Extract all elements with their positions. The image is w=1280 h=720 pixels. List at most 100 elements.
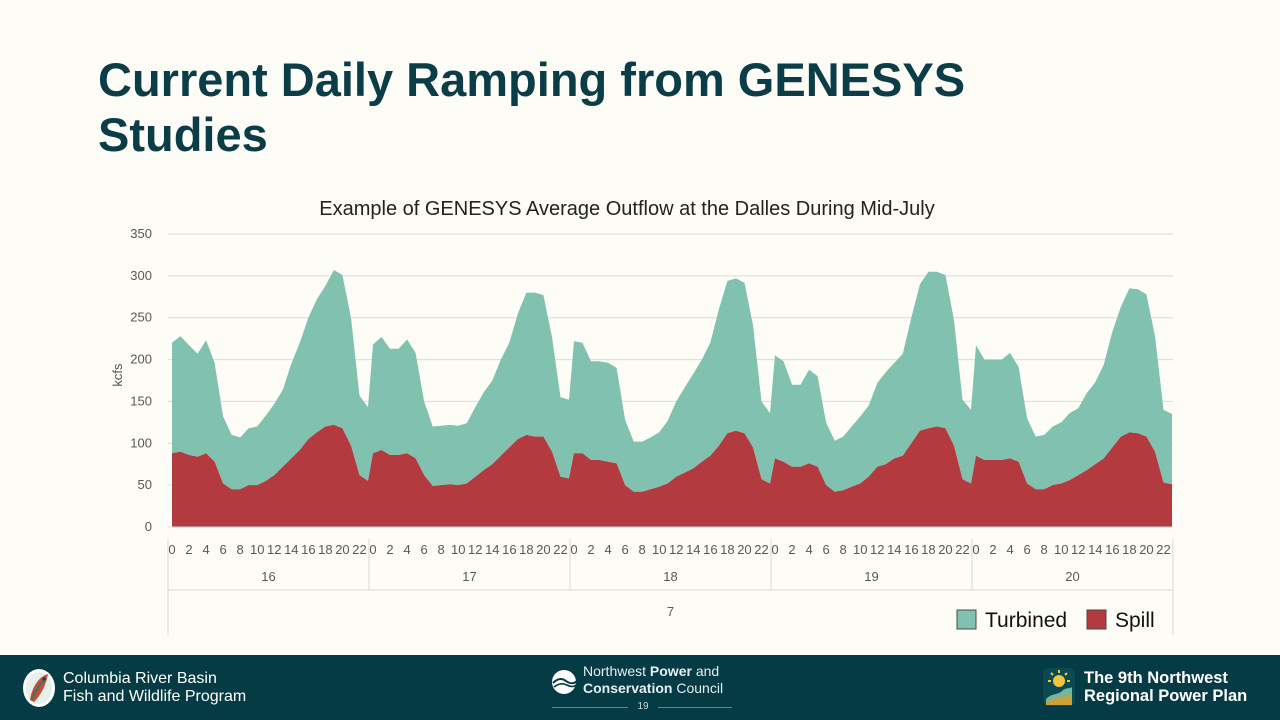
x-hour-tick-label: 20 [1139, 542, 1153, 557]
nwpcc-line2: Conservation Council [583, 680, 724, 696]
x-hour-tick-label: 0 [972, 542, 979, 557]
x-hour-tick-label: 20 [536, 542, 550, 557]
x-hour-tick-label: 14 [284, 542, 298, 557]
power-plan-brand: The 9th Northwest Regional Power Plan [1042, 667, 1272, 709]
x-hour-tick-label: 0 [771, 542, 778, 557]
x-hour-tick-label: 14 [485, 542, 499, 557]
x-hour-tick-label: 0 [369, 542, 376, 557]
x-month-label: 7 [667, 604, 674, 619]
x-hour-tick-label: 0 [570, 542, 577, 557]
chart-legend: Turbined Spill [956, 609, 1155, 632]
x-hour-tick-label: 12 [468, 542, 482, 557]
x-hour-tick-label: 10 [250, 542, 264, 557]
turbined-area [172, 270, 1172, 492]
x-hour-tick-label: 20 [335, 542, 349, 557]
x-hour-tick-label: 2 [185, 542, 192, 557]
x-hour-tick-label: 16 [502, 542, 516, 557]
x-hour-tick-label: 22 [754, 542, 768, 557]
x-hour-tick-label: 10 [451, 542, 465, 557]
salmon-fish-icon [23, 669, 55, 707]
x-hour-tick-label: 18 [318, 542, 332, 557]
x-hour-tick-label: 16 [703, 542, 717, 557]
y-tick-label: 350 [130, 226, 152, 241]
fish-program-line1: Columbia River Basin [63, 670, 217, 687]
legend-swatch-spill [1086, 609, 1107, 630]
x-hour-tick-label: 12 [669, 542, 683, 557]
x-day-label: 16 [261, 569, 275, 584]
legend-swatch-turbined [956, 609, 977, 630]
x-hour-tick-label: 12 [267, 542, 281, 557]
y-tick-label: 250 [130, 310, 152, 325]
nwpcc-line1: Northwest Power and [583, 663, 720, 679]
x-hour-tick-label: 6 [220, 542, 227, 557]
x-hour-tick-label: 14 [887, 542, 901, 557]
x-hour-tick-label: 16 [1105, 542, 1119, 557]
x-hour-tick-label: 12 [1071, 542, 1085, 557]
nwpcc-wave-icon [552, 670, 578, 694]
legend-label-spill: Spill [1115, 609, 1155, 632]
y-tick-label: 300 [130, 268, 152, 283]
power-plan-sun-icon [1043, 668, 1075, 706]
x-hour-tick-label: 18 [921, 542, 935, 557]
x-hour-tick-label: 14 [1088, 542, 1102, 557]
chart-title: Example of GENESYS Average Outflow at th… [319, 198, 934, 220]
x-hour-tick-label: 16 [301, 542, 315, 557]
x-hour-tick-label: 20 [938, 542, 952, 557]
x-hour-tick-label: 18 [720, 542, 734, 557]
x-day-label: 20 [1065, 569, 1079, 584]
nwpcc-brand: Northwest Power and Conservation Council… [550, 663, 735, 715]
x-hour-tick-label: 8 [639, 542, 646, 557]
x-hour-tick-label: 22 [955, 542, 969, 557]
x-hour-tick-label: 10 [1054, 542, 1068, 557]
x-hour-tick-label: 6 [823, 542, 830, 557]
x-hour-tick-label: 4 [604, 542, 611, 557]
x-hour-tick-label: 0 [168, 542, 175, 557]
spill-area [172, 424, 1172, 527]
x-day-label: 17 [462, 569, 476, 584]
y-tick-label: 100 [130, 435, 152, 450]
x-day-label: 19 [864, 569, 878, 584]
x-hour-tick-label: 22 [1156, 542, 1170, 557]
stacked-areas [172, 270, 1172, 527]
x-hour-tick-label: 6 [421, 542, 428, 557]
x-hour-tick-label: 10 [652, 542, 666, 557]
slide-title: Current Daily Ramping from GENESYS Studi… [98, 53, 966, 161]
y-tick-label: 200 [130, 352, 152, 367]
x-hour-tick-label: 6 [622, 542, 629, 557]
x-hour-tick-label: 2 [788, 542, 795, 557]
outflow-area-chart: Example of GENESYS Average Outflow at th… [110, 198, 1174, 635]
x-hour-tick-label: 2 [386, 542, 393, 557]
y-tick-label: 0 [145, 519, 152, 534]
x-hour-tick-label: 4 [805, 542, 812, 557]
y-tick-label: 50 [138, 477, 152, 492]
x-hour-tick-label: 8 [1041, 542, 1048, 557]
x-hour-tick-label: 16 [904, 542, 918, 557]
x-hour-tick-label: 4 [1006, 542, 1013, 557]
x-hour-tick-label: 18 [1122, 542, 1136, 557]
fish-program-line2: Fish and Wildlife Program [63, 688, 247, 705]
x-hour-tick-label: 22 [553, 542, 567, 557]
x-hour-tick-label: 2 [989, 542, 996, 557]
x-hour-tick-label: 2 [587, 542, 594, 557]
x-hour-tick-label: 4 [202, 542, 209, 557]
x-hour-tick-label: 8 [438, 542, 445, 557]
power-plan-line2: Regional Power Plan [1084, 687, 1248, 705]
x-hour-tick-label: 18 [519, 542, 533, 557]
legend-label-turbined: Turbined [985, 609, 1067, 632]
x-hour-tick-label: 4 [403, 542, 410, 557]
page-number: 19 [628, 701, 658, 713]
x-hour-tick-label: 12 [870, 542, 884, 557]
x-hour-tick-label: 8 [840, 542, 847, 557]
x-day-label: 18 [663, 569, 677, 584]
x-hour-tick-label: 8 [237, 542, 244, 557]
y-axis-label: kcfs [110, 363, 125, 387]
y-tick-label: 150 [130, 393, 152, 408]
footer-bar: Columbia River Basin Fish and Wildlife P… [0, 655, 1280, 720]
power-plan-line1: The 9th Northwest [1084, 669, 1228, 687]
x-hour-tick-label: 22 [352, 542, 366, 557]
x-hour-tick-label: 6 [1024, 542, 1031, 557]
x-hour-tick-label: 10 [853, 542, 867, 557]
x-hour-tick-label: 20 [737, 542, 751, 557]
x-hour-tick-label: 14 [686, 542, 700, 557]
